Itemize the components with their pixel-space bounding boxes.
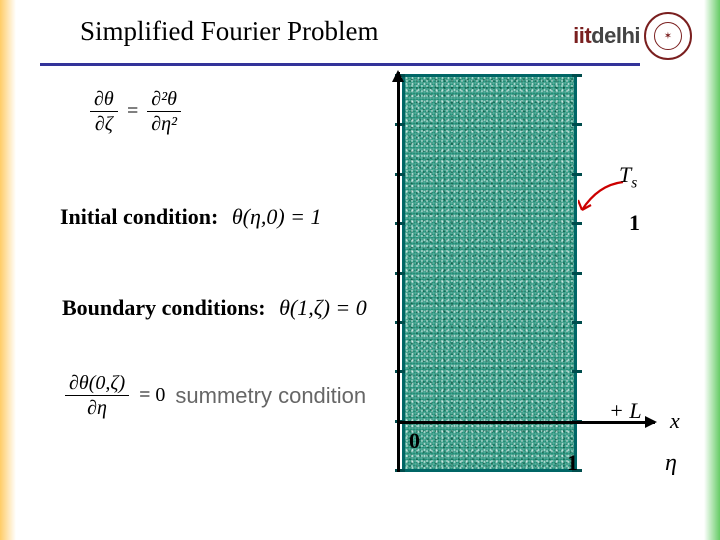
pde-equals: = [126, 100, 140, 123]
right-gradient-strip [704, 0, 720, 540]
x-axis-label: x [670, 408, 680, 434]
pde-equation: ∂θ ∂ζ = ∂²θ ∂η² [90, 88, 181, 135]
slab-right-ticks [574, 74, 580, 472]
pde-rhs-fraction: ∂²θ ∂η² [147, 88, 181, 135]
right-boundary-1: 1 [629, 210, 640, 236]
y-axis [397, 72, 400, 472]
pde-lhs-den: ∂ζ [91, 113, 117, 135]
fraction-bar [65, 395, 129, 396]
iit-delhi-logo: iitdelhi ✶ [573, 12, 692, 60]
slab-diagram: Ts 1 0 + L x 1 η [385, 72, 685, 502]
symmetry-condition: ∂θ(0,ζ) ∂η = 0 summetry condition [65, 372, 366, 419]
logo-seal-icon: ✶ [644, 12, 692, 60]
bc-expression: θ(1,ζ) = 0 [279, 295, 367, 320]
pde-rhs-num: ∂²θ [147, 88, 181, 110]
pde-lhs-num: ∂θ [90, 88, 118, 110]
initial-condition: Initial condition: θ(η,0) = 1 [60, 204, 322, 230]
bc-label: Boundary conditions: [62, 295, 266, 320]
ts-T: T [619, 162, 631, 187]
pde-rhs-den: ∂η² [147, 113, 181, 135]
fraction-bar [90, 111, 118, 112]
ic-expression: θ(η,0) = 1 [232, 204, 322, 229]
logo-text-primary: iit [573, 23, 591, 48]
eta-axis-label: η [665, 450, 677, 477]
ts-label: Ts [619, 162, 637, 192]
sym-fraction: ∂θ(0,ζ) ∂η [65, 372, 129, 419]
plus-L-label: + L [609, 398, 642, 424]
boundary-condition: Boundary conditions: θ(1,ζ) = 0 [62, 295, 367, 321]
title-divider [40, 63, 640, 66]
ic-label: Initial condition: [60, 204, 218, 229]
left-gradient-strip [0, 0, 16, 540]
ts-s: s [631, 174, 637, 191]
sym-num: ∂θ(0,ζ) [65, 372, 129, 394]
sym-eq-zero: = 0 [139, 384, 165, 407]
slide-root: Simplified Fourier Problem iitdelhi ✶ ∂θ… [0, 0, 720, 540]
slide-title: Simplified Fourier Problem [80, 16, 378, 47]
logo-seal-mark: ✶ [664, 31, 672, 42]
slab-region [402, 74, 577, 472]
logo-text-secondary: delhi [591, 23, 640, 48]
pde-lhs-fraction: ∂θ ∂ζ [90, 88, 118, 135]
sym-den: ∂η [83, 397, 111, 419]
logo-text: iitdelhi [573, 23, 640, 49]
eta-1-label: 1 [567, 450, 578, 476]
sym-label-text: summetry condition [175, 383, 366, 409]
fraction-bar [147, 111, 181, 112]
origin-label: 0 [409, 428, 420, 454]
